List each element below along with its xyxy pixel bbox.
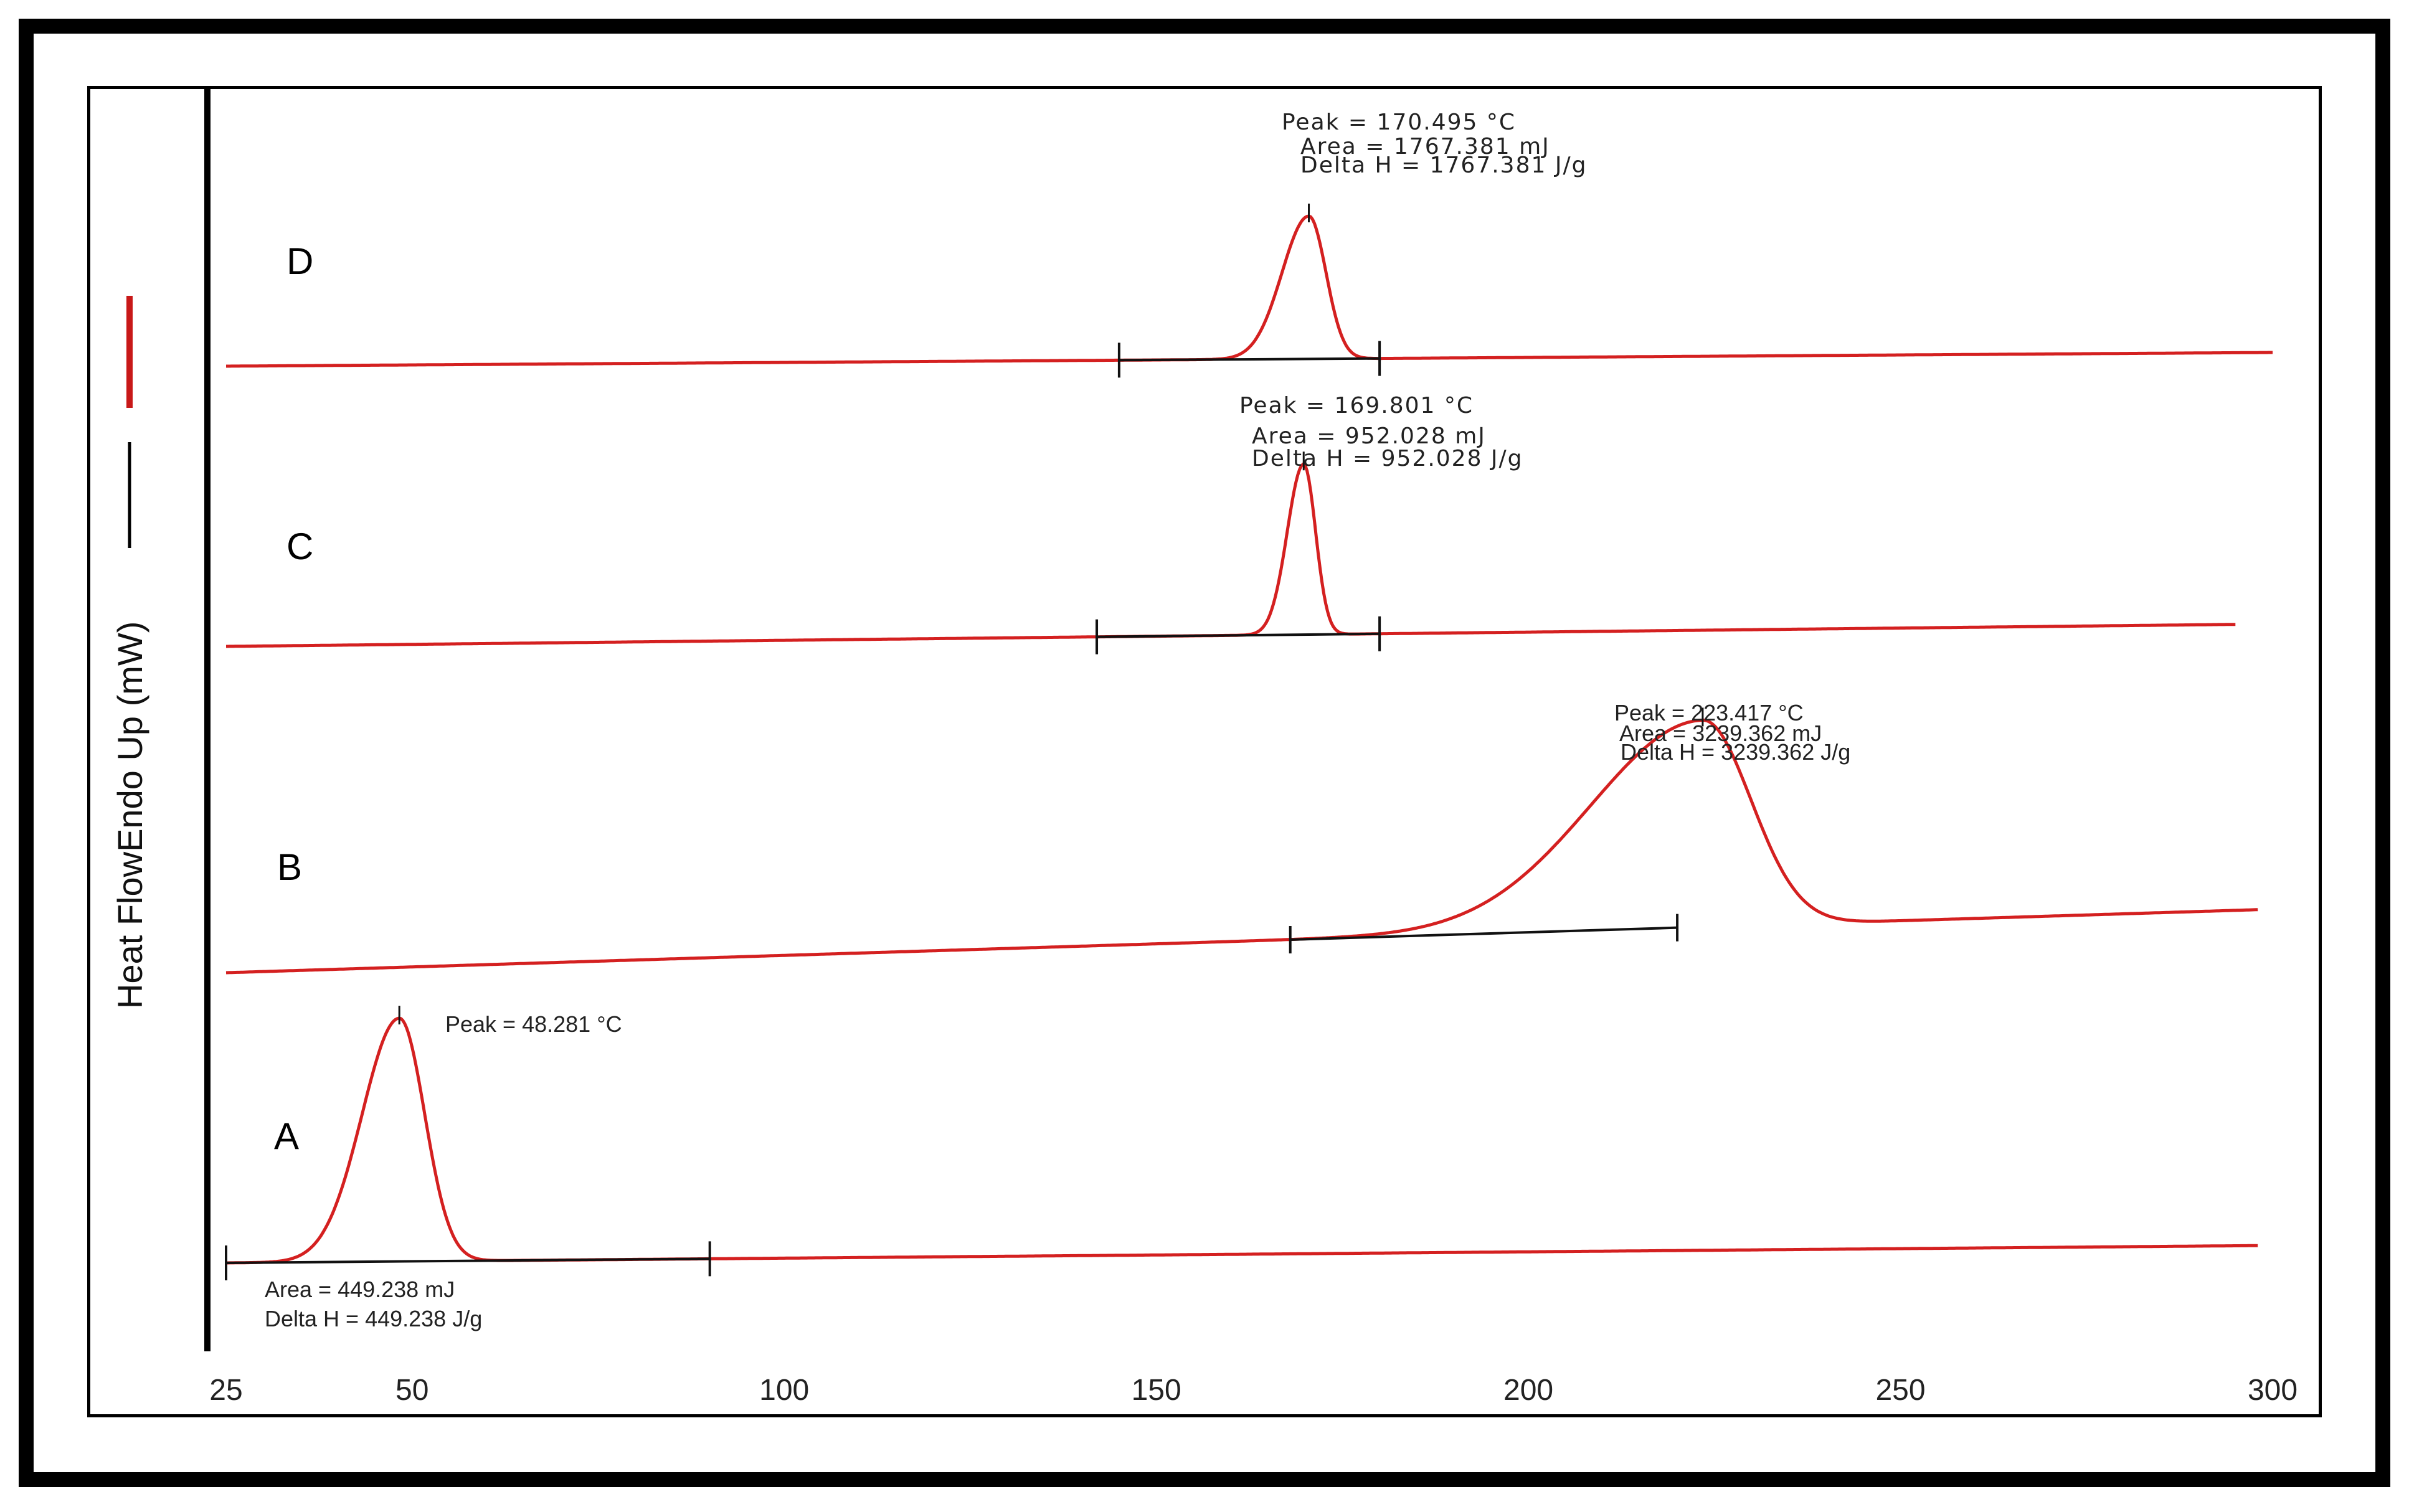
annotation-peak: Peak = 169.801 °C	[1239, 393, 1474, 418]
annotation-delta-h: Delta H = 1767.381 J/g	[1300, 153, 1587, 178]
x-tick-label: 50	[395, 1374, 428, 1407]
y-axis-label: Heat FlowEndo Up (mW)	[110, 621, 149, 1009]
outer-frame	[19, 19, 2390, 1487]
trace-line	[226, 214, 2273, 368]
annotation-area: Area = 449.238 mJ	[265, 1277, 455, 1302]
trace-line	[226, 1016, 2258, 1265]
integration-baseline	[1290, 926, 1678, 941]
trace-line	[226, 462, 2236, 648]
trace-c: C Peak = 169.801 °C Area = 952.028 mJDelta…	[226, 393, 2236, 654]
annotation-delta-h: Delta H = 3239.362 J/g	[1621, 739, 1850, 765]
annotation-delta-h: Delta H = 952.028 J/g	[1252, 446, 1523, 471]
plot-frame	[87, 86, 2322, 1417]
annotation-area: Area = 3239.362 mJ	[1619, 721, 1822, 746]
annotation-delta-h: Delta H = 449.238 J/g	[265, 1306, 482, 1331]
integration-baseline	[1097, 632, 1380, 638]
x-tick-label: 300	[2248, 1374, 2298, 1407]
x-tick-label: 25	[209, 1374, 242, 1407]
x-tick-label: 200	[1503, 1374, 1553, 1407]
trace-label: D	[286, 240, 313, 282]
integration-baseline	[1119, 357, 1380, 362]
annotation-area: Area = 952.028 mJ	[1252, 423, 1486, 449]
trace-label: C	[286, 526, 313, 567]
x-tick-label: 100	[759, 1374, 809, 1407]
x-tick-label: 150	[1132, 1374, 1181, 1407]
annotation-peak: Peak = 48.281 °C	[445, 1011, 622, 1037]
trace-label: A	[274, 1115, 299, 1157]
x-axis-ticks: 25 50 100 150 200 250 300	[209, 1374, 2298, 1407]
x-tick-label: 250	[1875, 1374, 1925, 1407]
integration-baseline	[225, 1257, 710, 1264]
trace-a: A Peak = 48.281 °C Area = 449.238 mJ Delta …	[225, 1006, 2258, 1331]
trace-line	[225, 718, 2258, 975]
annotation-area: Area = 1767.381 mJ	[1300, 134, 1550, 159]
annotation-peak: Peak = 223.417 °C	[1614, 700, 1804, 725]
trace-label: B	[277, 846, 302, 888]
annotation-peak: Peak = 170.495 °C	[1282, 110, 1516, 135]
